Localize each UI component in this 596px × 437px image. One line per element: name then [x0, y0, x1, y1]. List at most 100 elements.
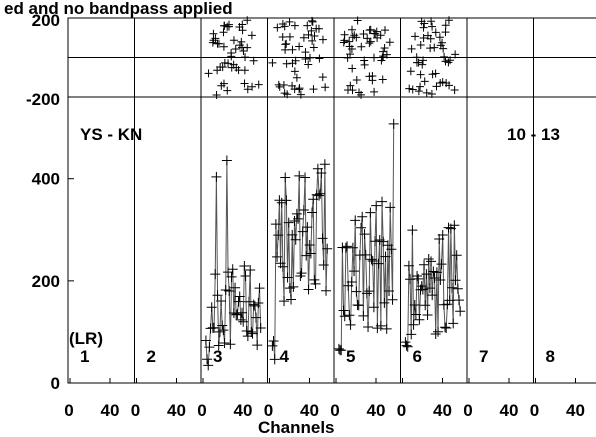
amp-point: [283, 217, 294, 228]
amp-point: [224, 286, 235, 297]
amp-point: [344, 310, 355, 321]
phase-point: [224, 59, 233, 68]
phase-tick-top: 200: [32, 11, 60, 30]
amp-point: [301, 250, 312, 261]
amp-point: [267, 340, 278, 351]
phase-point: [406, 67, 415, 76]
amp-point: [426, 256, 437, 267]
amp-point: [342, 241, 353, 252]
x-tick-label: 40: [167, 401, 186, 420]
amp-point: [314, 190, 325, 201]
phase-point: [281, 40, 290, 49]
amp-point: [272, 251, 283, 262]
amp-point: [210, 269, 221, 280]
amp-point: [234, 291, 245, 302]
amp-point: [420, 300, 431, 311]
amp-point: [200, 335, 211, 346]
amp-point: [351, 286, 362, 297]
phase-point: [428, 22, 437, 31]
phase-point: [419, 23, 428, 32]
amp-point: [217, 320, 228, 331]
phase-point: [254, 80, 263, 89]
amp-point: [231, 309, 242, 320]
phase-point: [247, 31, 256, 40]
amp-point: [401, 340, 412, 351]
amp-point: [380, 251, 391, 262]
phase-point: [285, 17, 294, 26]
phase-point: [430, 43, 439, 52]
amp-point: [206, 302, 217, 313]
phase-point: [432, 82, 441, 91]
amp-point: [338, 305, 349, 316]
phase-point: [408, 85, 417, 94]
amp-point: [209, 323, 220, 334]
phase-point: [422, 88, 431, 97]
amp-point: [233, 296, 244, 307]
phase-point: [220, 58, 229, 67]
phase-point: [314, 24, 323, 33]
amp-point: [350, 215, 361, 226]
phase-point: [283, 90, 292, 99]
amp-point: [436, 259, 447, 270]
phase-point: [318, 73, 327, 82]
phase-point: [240, 66, 249, 75]
phase-point: [309, 43, 318, 52]
phase-point: [366, 37, 375, 46]
amp-point: [255, 322, 266, 333]
phase-point: [239, 46, 248, 55]
amp-point: [360, 249, 371, 260]
amp-point: [276, 197, 287, 208]
phase-point: [427, 17, 436, 26]
amp-point: [444, 295, 455, 306]
phase-point: [299, 33, 308, 42]
amp-point: [423, 254, 434, 265]
amp-point: [336, 345, 347, 356]
amp-point: [237, 307, 248, 318]
amp-point: [241, 325, 252, 336]
x-axis-label: Channels: [258, 418, 335, 437]
amp-point: [422, 309, 433, 320]
amp-point: [424, 283, 435, 294]
amp-point: [232, 309, 243, 320]
phase-point: [292, 73, 301, 82]
subband-label: 7: [479, 347, 488, 366]
amp-point: [363, 321, 374, 332]
phase-point: [268, 58, 277, 67]
phase-point: [279, 80, 288, 89]
amp-point: [290, 234, 301, 245]
phase-point: [214, 39, 223, 48]
amp-point: [279, 296, 290, 307]
amp-point: [414, 314, 425, 325]
phase-point: [310, 31, 319, 40]
amp-series-line: [338, 123, 395, 351]
amp-point: [448, 318, 459, 329]
phase-point: [278, 33, 287, 42]
amp-point: [373, 258, 384, 269]
phase-point: [365, 26, 374, 35]
x-tick-label: 0: [131, 401, 140, 420]
subband-label: 6: [413, 347, 422, 366]
amp-point: [218, 325, 229, 336]
x-tick-label: 0: [330, 401, 339, 420]
amp-point: [349, 266, 360, 277]
amp-point: [219, 337, 230, 348]
phase-point: [412, 53, 421, 62]
phase-point: [295, 84, 304, 93]
phase-point: [304, 30, 313, 39]
phase-point: [405, 84, 414, 93]
phase-point: [219, 79, 228, 88]
phase-point: [363, 34, 372, 43]
chart-title: ed and no bandpass applied: [4, 0, 233, 18]
phase-point: [243, 43, 252, 52]
amp-point: [413, 273, 424, 284]
amp-point: [443, 222, 454, 233]
amp-point: [442, 299, 453, 310]
amp-point: [447, 282, 458, 293]
amp-point: [254, 283, 265, 294]
amp-point: [419, 259, 430, 270]
amp-point: [377, 196, 388, 207]
phase-point: [307, 26, 316, 35]
phase-point: [209, 29, 218, 38]
subband-label: 1: [80, 347, 89, 366]
amp-point: [212, 290, 223, 301]
